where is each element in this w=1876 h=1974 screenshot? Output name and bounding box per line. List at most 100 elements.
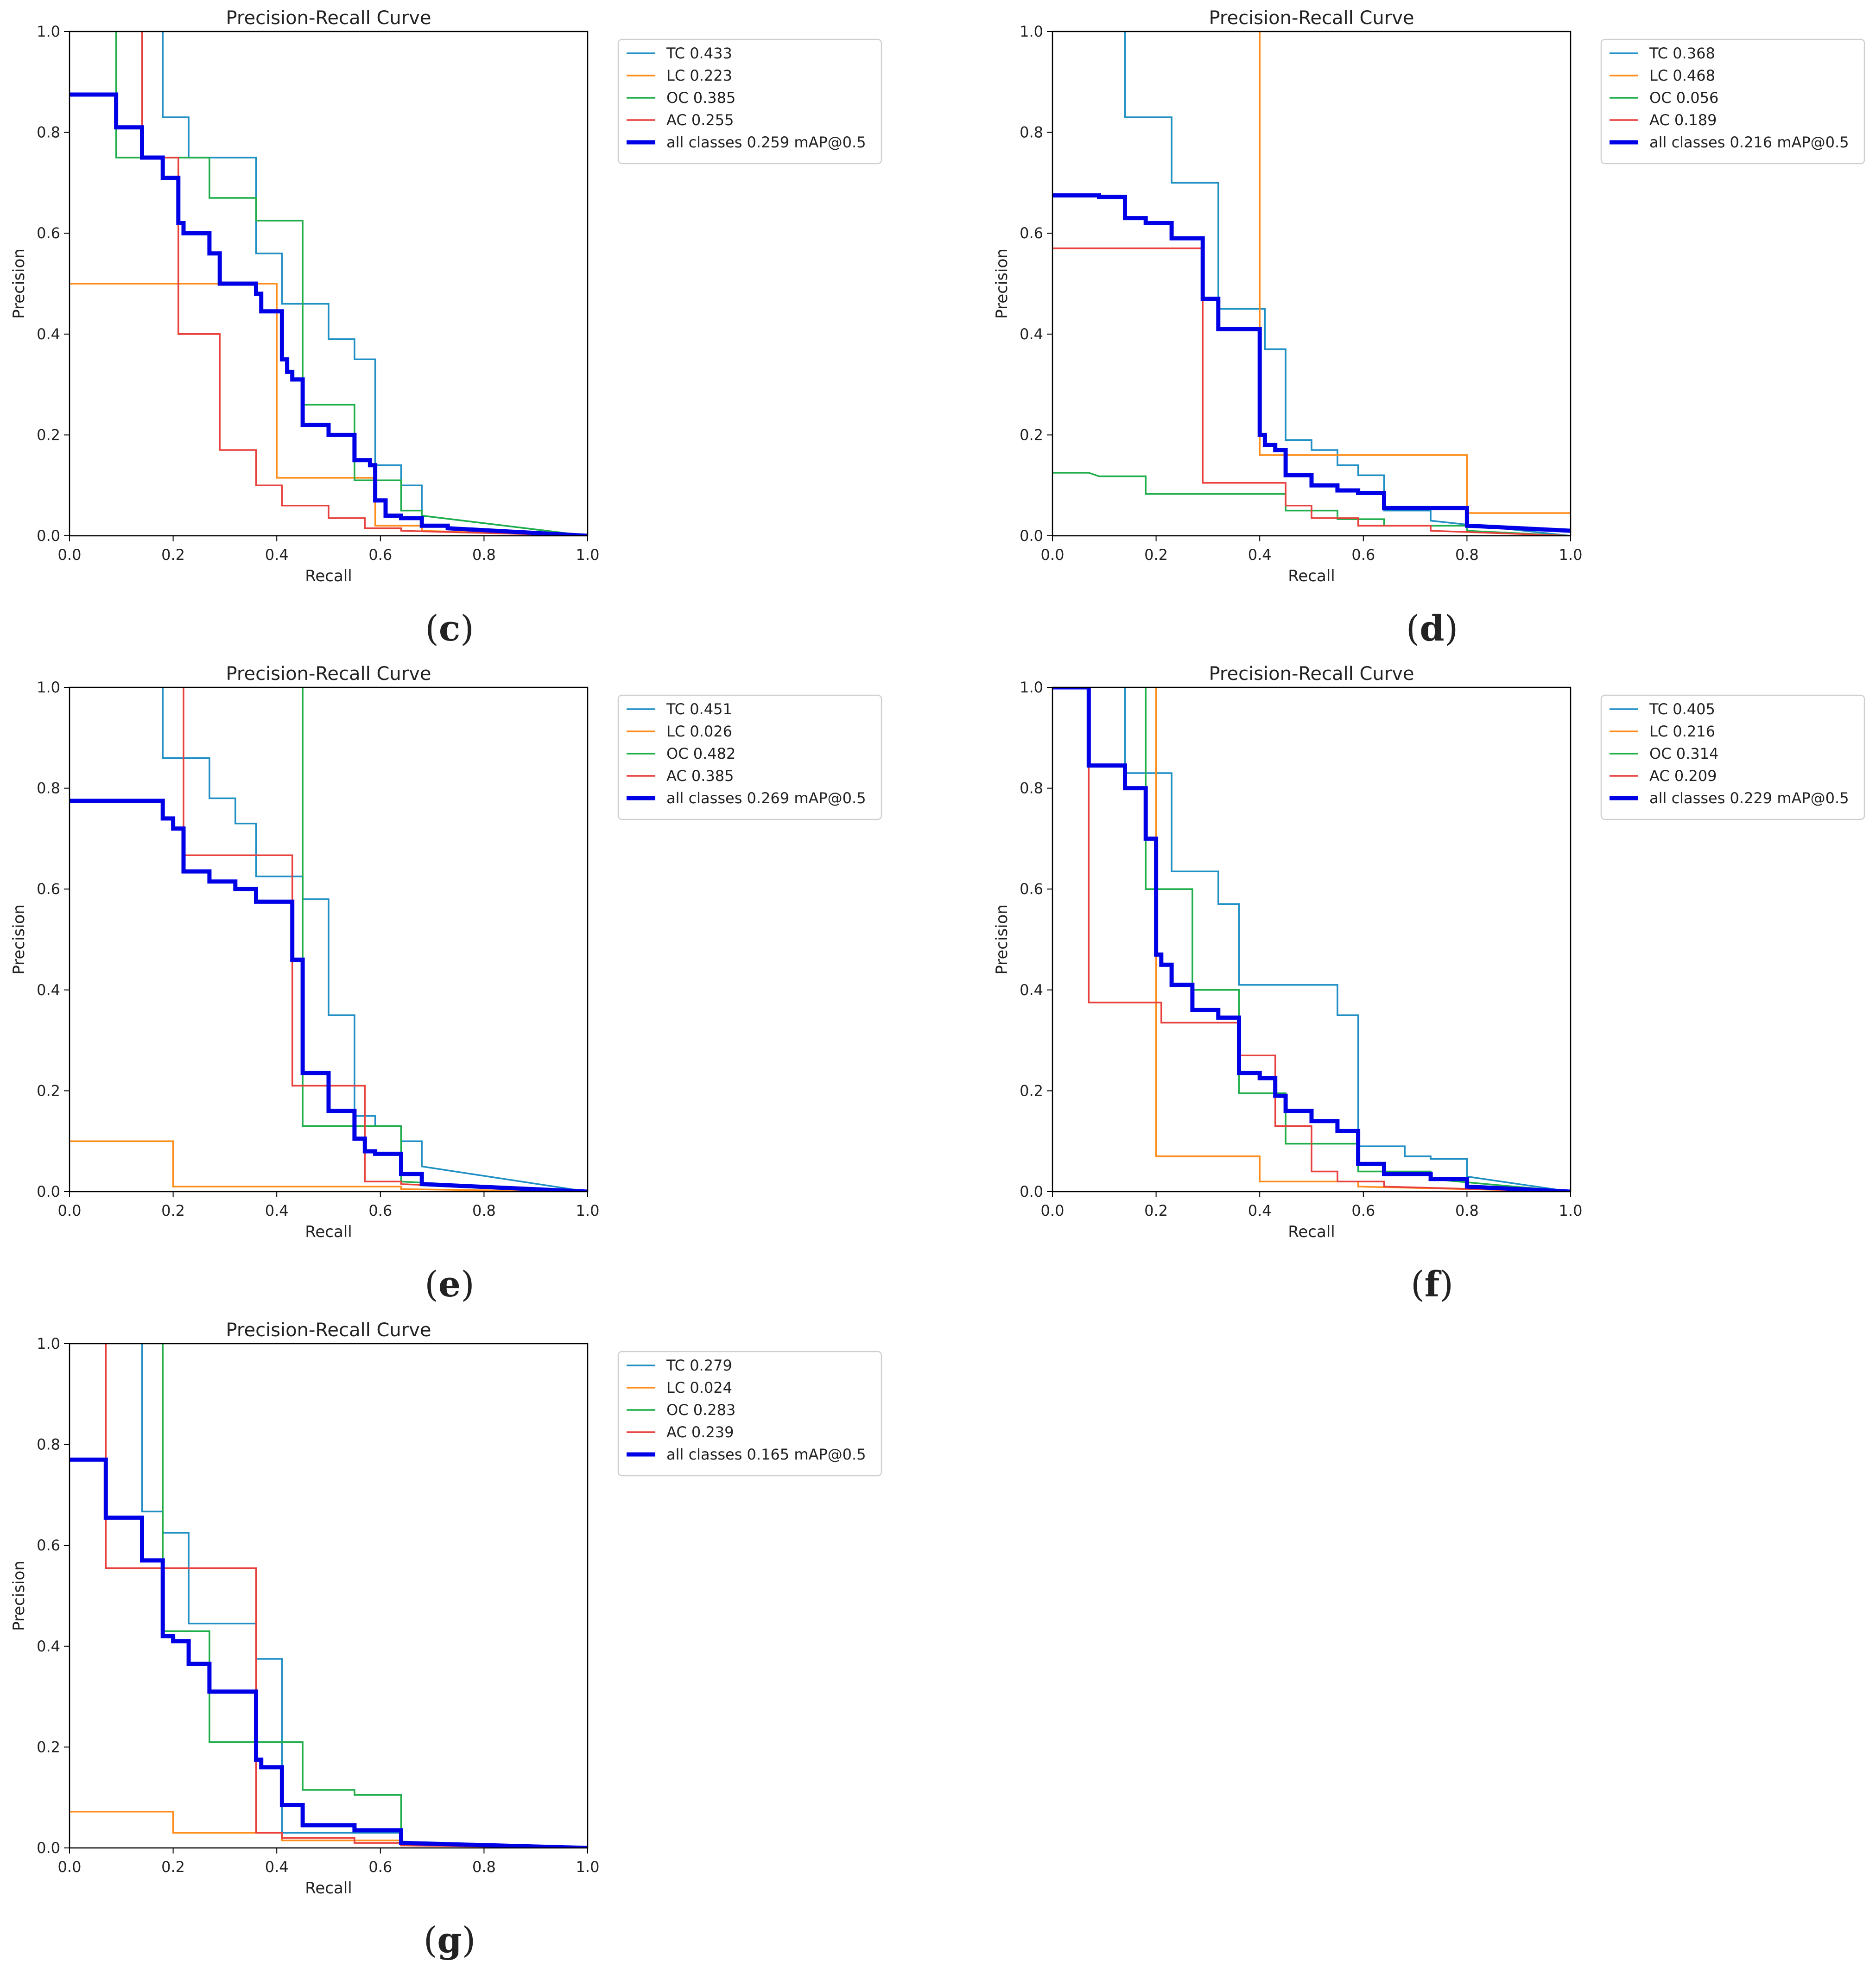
plot-frame	[69, 31, 589, 537]
x-tick-label: 0.0	[1041, 546, 1065, 564]
series-line-ac	[141, 32, 588, 536]
x-axis-label: Recall	[1288, 567, 1335, 585]
y-tick-label: 0.2	[1020, 426, 1043, 444]
series-line-all	[1052, 193, 1571, 533]
y-tick-label: 1.0	[37, 23, 60, 40]
legend-entry-oc: OC 0.283	[666, 1401, 735, 1419]
y-tick-label: 0.6	[1020, 224, 1043, 242]
series-line-lc	[1259, 32, 1571, 514]
x-tick-label: 0.6	[1351, 546, 1375, 564]
chart-title: Precision-Recall Curve	[226, 7, 431, 29]
series-line-all	[1052, 687, 1571, 1192]
x-tick-label: 0.4	[265, 546, 289, 564]
y-tick-label: 0.6	[37, 880, 60, 898]
x-axis-label: Recall	[305, 1879, 352, 1898]
plot-area	[1052, 687, 1571, 1192]
y-tick-label: 0.4	[1020, 981, 1043, 999]
legend-entry-oc: OC 0.314	[1649, 745, 1718, 762]
legend-entry-all: all classes 0.165 mAP@0.5	[666, 1446, 866, 1463]
x-tick-label: 0.6	[368, 546, 392, 564]
series-group	[70, 687, 588, 1192]
series-line-lc	[70, 1140, 588, 1192]
x-tick-label: 0.2	[1144, 1202, 1168, 1219]
chart-title: Precision-Recall Curve	[226, 663, 431, 685]
y-tick-label: 0.2	[1020, 1082, 1043, 1099]
legend-entry-ac: AC 0.385	[666, 767, 734, 785]
legend-entry-lc: LC 0.223	[666, 67, 732, 84]
x-tick-label: 0.6	[368, 1202, 392, 1219]
x-tick-label: 0.4	[1248, 1202, 1272, 1219]
panel-label-part: (	[424, 1919, 437, 1961]
legend-entry-oc: OC 0.482	[666, 745, 735, 762]
y-tick-label: 0.4	[37, 325, 60, 343]
x-tick-label: 0.8	[472, 546, 496, 564]
y-tick-label: 0.0	[1020, 527, 1043, 545]
y-tick-label: 0.8	[1020, 780, 1043, 797]
panel-label-part: (	[1411, 1263, 1425, 1305]
legend-entry-all: all classes 0.216 mAP@0.5	[1649, 133, 1849, 151]
panel-label-part: )	[1445, 608, 1458, 649]
x-tick-label: 1.0	[1559, 1202, 1583, 1219]
y-tick-label: 0.8	[37, 780, 60, 797]
series-line-lc	[1155, 687, 1571, 1192]
legend-entry-ac: AC 0.255	[666, 111, 734, 129]
y-axis-label: Precision	[10, 904, 28, 975]
legend-entry-ac: AC 0.209	[1649, 767, 1717, 785]
y-tick-label: 0.4	[1020, 325, 1043, 343]
y-tick-label: 0.8	[1020, 124, 1043, 141]
panel-label-e: (e)	[425, 1263, 475, 1305]
x-tick-label: 0.4	[265, 1202, 289, 1219]
series-group	[70, 1344, 588, 1848]
x-tick-label: 0.0	[58, 546, 82, 564]
legend-entry-tc: TC 0.433	[666, 44, 732, 62]
y-tick-label: 0.4	[37, 1638, 60, 1655]
x-axis-label: Recall	[1288, 1223, 1335, 1241]
plot-frame	[69, 686, 589, 1193]
legend-entry-all: all classes 0.269 mAP@0.5	[666, 789, 866, 807]
y-axis-label: Precision	[993, 248, 1011, 319]
chart-panel-d: Precision-Recall Curve 0.0 0.2 0.4 0.6 0.8 1.0…	[993, 7, 1865, 649]
x-tick-label: 0.2	[161, 1202, 185, 1219]
y-tick-label: 1.0	[37, 679, 60, 696]
legend-entry-oc: OC 0.385	[666, 89, 735, 107]
legend-entry-all: all classes 0.229 mAP@0.5	[1649, 789, 1849, 807]
x-tick-label: 0.6	[368, 1858, 392, 1876]
y-tick-label: 1.0	[1020, 23, 1043, 40]
y-tick-label: 1.0	[1020, 679, 1043, 696]
series-line-ac	[183, 687, 588, 1192]
y-tick-label: 0.0	[37, 1839, 60, 1857]
y-tick-label: 0.6	[37, 1536, 60, 1554]
legend-entry-tc: TC 0.405	[1649, 700, 1715, 718]
panel-label-part: d	[1420, 608, 1444, 649]
chart-title: Precision-Recall Curve	[1209, 663, 1414, 685]
panel-label-part: )	[462, 1919, 476, 1961]
x-tick-label: 1.0	[576, 1858, 600, 1876]
y-tick-label: 0.2	[37, 1082, 60, 1099]
x-tick-label: 1.0	[576, 1202, 600, 1219]
y-axis-label: Precision	[993, 904, 1011, 975]
legend	[1600, 694, 1865, 820]
y-axis-label: Precision	[10, 1561, 28, 1631]
legend	[1600, 38, 1865, 165]
x-tick-label: 0.0	[58, 1858, 82, 1876]
plot-area	[70, 1344, 588, 1848]
y-tick-label: 0.8	[37, 124, 60, 141]
legend	[617, 38, 882, 165]
x-tick-label: 0.2	[161, 1858, 185, 1876]
legend-entry-oc: OC 0.056	[1649, 89, 1718, 107]
panel-label-c: (c)	[425, 608, 474, 649]
chart-panel-g: Precision-Recall Curve 0.0 0.2 0.4 0.6 0.8 1.0…	[10, 1320, 882, 1961]
series-line-all	[70, 1457, 588, 1848]
x-tick-label: 0.4	[1248, 546, 1272, 564]
x-tick-label: 0.8	[472, 1202, 496, 1219]
y-tick-label: 0.0	[37, 1183, 60, 1200]
y-tick-label: 0.0	[1020, 1183, 1043, 1200]
x-tick-label: 0.8	[1455, 546, 1479, 564]
x-axis-label: Recall	[305, 1223, 352, 1241]
panel-label-part: )	[461, 1263, 475, 1305]
legend-entry-tc: TC 0.368	[1649, 44, 1715, 62]
series-line-all	[70, 92, 588, 536]
y-tick-label: 0.0	[37, 527, 60, 545]
legend	[617, 1351, 882, 1477]
